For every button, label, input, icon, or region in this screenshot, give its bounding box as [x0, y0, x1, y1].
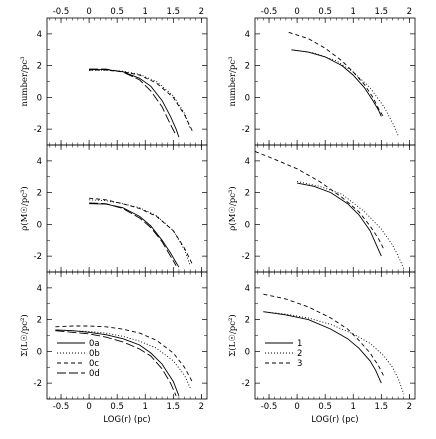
panel-right-bottom-series-3-line: [263, 293, 385, 378]
panel-left-bottom-ytick-label: -2: [34, 379, 42, 389]
panel-right-top-xtick-label-top: 0: [294, 7, 299, 17]
panel-left-bottom-legend-label: 0c: [89, 359, 99, 369]
panel-left-bottom-legend-label: 0d: [89, 369, 100, 379]
panel-left-top-xtick-label-top: 2: [199, 7, 204, 17]
panel-left-top-ytick-label: 2: [37, 62, 42, 72]
panel-right-bottom-ylabel: Σ(L☉/pc²): [227, 314, 238, 356]
panel-left-top-series-solid-line: [89, 69, 180, 138]
panel-left-top-xtick-label-top: 0: [86, 7, 91, 17]
panel-left-bottom-xtick-label-bottom: 0.5: [110, 402, 124, 412]
panel-right-bottom-ytick-label: 2: [245, 316, 250, 326]
panel-left-bottom-xlabel: LOG(r) (pc): [103, 415, 150, 425]
panel-right-middle-ytick-label: 0: [245, 220, 250, 230]
panel-right-middle-ytick-label: 2: [245, 189, 250, 199]
panel-right-bottom-xtick-label-bottom: 0.5: [318, 402, 332, 412]
panel-right-top-xtick-label-top: 0.5: [318, 7, 332, 17]
panel-right-bottom-xtick-label-bottom: 0: [294, 402, 299, 412]
panel-right-bottom-xtick-label-bottom: 1: [351, 402, 356, 412]
panel-left-top-series-short-dash-line: [89, 69, 194, 133]
panel-left-bottom-xtick-label-bottom: 1: [143, 402, 148, 412]
panel-left-bottom-series-0d-line: [55, 330, 177, 396]
panel-left-middle-ytick-label: 0: [37, 220, 42, 230]
panel-right-middle-ylabel: ρ(M☉/pc³): [227, 186, 238, 230]
panel-right-bottom-xtick-label-bottom: 2: [407, 402, 412, 412]
panel-left-middle-series-solid-line: [89, 203, 180, 268]
panel-right-bottom-xlabel: LOG(r) (pc): [311, 415, 358, 425]
panel-right-bottom-xtick-label-bottom: 1.5: [375, 402, 389, 412]
panel-right-bottom-series-2-line: [263, 311, 405, 395]
panel-left-bottom-series-0c-line: [55, 325, 194, 384]
panel-left-top-xtick-label-top: -0.5: [53, 7, 70, 17]
panel-right-top-ylabel: number/pc³: [228, 56, 238, 106]
panel-right-top-ytick-label: 0: [245, 93, 250, 103]
panel-right-bottom-series-1-line: [263, 311, 382, 384]
panel-right-top-xtick-label-top: 1.5: [375, 7, 389, 17]
panel-right-top-frame: [254, 17, 416, 146]
panel-right-bottom-legend-label: 2: [297, 349, 302, 359]
panel-left-bottom-ytick-label: 4: [37, 284, 42, 294]
panel-left-top-frame: [46, 17, 208, 146]
panel-left-bottom-xtick-label-bottom: -0.5: [53, 402, 70, 412]
panel-left-top-ylabel: number/pc³: [20, 56, 30, 106]
panel-left-bottom-frame: [46, 271, 208, 400]
panel-right-bottom-ytick-label: 0: [245, 347, 250, 357]
panel-right-bottom-legend-label: 1: [297, 339, 302, 349]
panel-right-top-series-solid-line: [291, 49, 382, 117]
panel-left-bottom-xtick-label-bottom: 0: [86, 402, 91, 412]
panel-left-top-xtick-label-top: 1: [143, 7, 148, 17]
panel-left-bottom-xtick-label-bottom: 2: [199, 402, 204, 412]
panel-left-middle-ytick-label: -2: [34, 252, 42, 262]
panel-left-bottom-legend-label: 0a: [89, 339, 100, 349]
panel-right-top-ytick-label: 4: [245, 30, 250, 40]
panel-right-middle-series-short-dash-line: [254, 150, 385, 251]
panel-left-top-ytick-label: -2: [34, 125, 42, 135]
panel-left-middle-ylabel: ρ(M☉/pc³): [19, 186, 30, 230]
panel-left-middle-ytick-label: 4: [37, 157, 42, 167]
panel-right-bottom-xtick-label-bottom: -0.5: [261, 402, 278, 412]
panel-left-bottom-legend-label: 0b: [89, 349, 100, 359]
panel-left-top-series-long-dash-line: [89, 68, 177, 136]
panel-left-top-xtick-label-top: 1.5: [167, 7, 181, 17]
panel-left-middle-frame: [46, 144, 208, 273]
panel-left-bottom-ytick-label: 2: [37, 316, 42, 326]
panel-right-top-ytick-label: 2: [245, 62, 250, 72]
panel-right-top-xtick-label-top: 2: [407, 7, 412, 17]
panel-left-bottom-ylabel: Σ(L☉/pc²): [19, 314, 30, 356]
panel-right-middle-series-solid-line: [297, 182, 382, 257]
panel-left-top-ytick-label: 0: [37, 93, 42, 103]
panel-left-bottom-xtick-label-bottom: 1.5: [167, 402, 181, 412]
panel-left-middle-series-long-dash-line: [89, 202, 177, 266]
panel-left-top-series-dotted-line: [89, 69, 191, 130]
panel-right-top-ytick-label: -2: [242, 125, 250, 135]
panel-right-middle-series-dotted-line: [297, 181, 405, 269]
panel-right-top-xtick-label-top: -0.5: [261, 7, 278, 17]
panel-right-top-xtick-label-top: 1: [351, 7, 356, 17]
panel-right-middle-frame: [254, 144, 416, 273]
panel-right-bottom-ytick-label: -2: [242, 379, 250, 389]
panel-left-top-xtick-label-top: 0.5: [110, 7, 124, 17]
panel-left-middle-series-short-dash-line: [89, 197, 194, 266]
panel-right-bottom-ytick-label: 4: [245, 284, 250, 294]
panel-right-bottom-legend-label: 3: [297, 359, 302, 369]
panel-left-middle-ytick-label: 2: [37, 189, 42, 199]
panel-right-top-series-short-dash-line: [288, 31, 385, 119]
panel-left-middle-series-dotted-line: [89, 199, 191, 266]
panel-right-middle-ytick-label: 4: [245, 157, 250, 167]
panel-right-bottom-frame: [254, 271, 416, 400]
panel-right-middle-ytick-label: -2: [242, 252, 250, 262]
panel-left-bottom-ytick-label: 0: [37, 347, 42, 357]
panel-left-bottom-series-0a-line: [55, 329, 180, 396]
panel-right-top-series-dotted-line: [291, 49, 399, 136]
panel-left-top-ytick-label: 4: [37, 30, 42, 40]
